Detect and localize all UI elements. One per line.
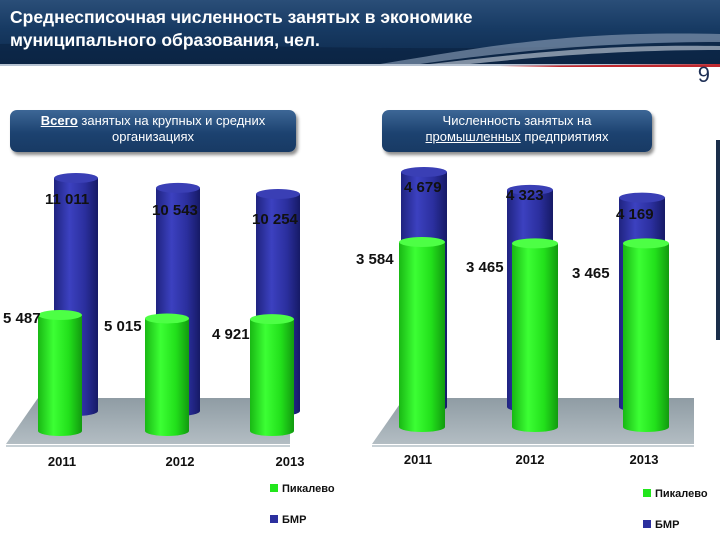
label-total-bold: Всего xyxy=(40,113,78,128)
chart-0-tick-2013: 2013 xyxy=(276,454,305,469)
chart-1-bar-pikalevo-2011-base xyxy=(399,422,445,432)
chart-0-legend-swatch-pikalevo xyxy=(270,484,278,492)
chart-0-bar-pikalevo-2012-cap xyxy=(145,313,189,324)
chart-1-bar-pikalevo-2012 xyxy=(512,238,558,432)
label-industrial-rest: предприятиях xyxy=(520,129,609,144)
right-edge-bar xyxy=(716,140,720,340)
panel-label-total: Всего занятых на крупных и средних орган… xyxy=(10,110,296,152)
chart-1-legend-pikalevo: Пикалево xyxy=(655,488,708,500)
chart-0-bar-pikalevo-2013-cap xyxy=(250,314,294,325)
chart-total-employment: 11 011 5 487 2011 10 543 5 015 2012 10 254 4 92… xyxy=(3,173,335,526)
chart-0-label-bmr-2013: 10 254 xyxy=(252,211,299,228)
chart-0-tick-2012: 2012 xyxy=(166,454,195,469)
chart-0-bar-bmr-2012-cap xyxy=(156,182,200,193)
chart-0-bar-pikalevo-2012-base xyxy=(145,426,189,436)
chart-1-label-pikalevo-2012: 3 465 xyxy=(466,259,504,276)
label-industrial-line1: Численность занятых на xyxy=(442,113,592,128)
chart-0-legend: Пикалево БМР xyxy=(270,483,335,526)
chart-0-legend-bmr: БМР xyxy=(282,514,306,526)
chart-industrial-employment: 4 679 3 584 2011 4 323 3 465 2012 4 169 3 465 20… xyxy=(356,167,708,531)
chart-0-bar-pikalevo-2013-body xyxy=(250,319,294,431)
chart-1-label-bmr-2013: 4 169 xyxy=(616,206,654,223)
chart-0-label-pikalevo-2011: 5 487 xyxy=(3,310,41,327)
chart-1-bar-pikalevo-2012-cap xyxy=(512,238,558,249)
chart-1-bar-pikalevo-2011 xyxy=(399,237,445,432)
chart-1-bar-pikalevo-2011-body xyxy=(399,242,445,427)
chart-0-label-bmr-2011: 11 011 xyxy=(45,191,89,208)
chart-1-legend-swatch-bmr xyxy=(643,520,651,528)
chart-0-bar-pikalevo-2012-body xyxy=(145,318,189,431)
chart-0-bar-pikalevo-2013-base xyxy=(250,426,294,436)
chart-0-bar-bmr-2011-cap xyxy=(54,173,98,183)
chart-1-label-bmr-2012: 4 323 xyxy=(506,187,544,204)
chart-1-bar-pikalevo-2013-base xyxy=(623,422,669,432)
chart-0-legend-pikalevo: Пикалево xyxy=(282,483,335,495)
chart-0-bar-pikalevo-2012 xyxy=(145,313,189,436)
chart-1-bar-pikalevo-2013 xyxy=(623,238,669,432)
chart-1-legend-swatch-pikalevo xyxy=(643,489,651,497)
chart-0-bar-pikalevo-2011-body xyxy=(38,315,82,431)
chart-0-label-pikalevo-2012: 5 015 xyxy=(104,318,142,335)
chart-0-bar-bmr-2013-cap xyxy=(256,189,300,200)
chart-1-label-pikalevo-2013: 3 465 xyxy=(572,265,610,282)
chart-1-tick-2012: 2012 xyxy=(516,452,545,467)
chart-0-label-pikalevo-2013: 4 921 xyxy=(212,326,250,343)
header-accent-line xyxy=(0,64,720,67)
chart-0-bar-pikalevo-2013 xyxy=(250,314,294,436)
page-title-line2: муниципального образования, чел. xyxy=(10,30,320,50)
chart-1-label-pikalevo-2011: 3 584 xyxy=(356,251,394,268)
chart-1-legend-bmr: БМР xyxy=(655,519,679,531)
label-total-line2: организациях xyxy=(111,129,195,144)
panel-label-industrial: Численность занятых на промышленных пред… xyxy=(382,110,652,152)
page-number: 9 xyxy=(697,62,710,87)
chart-1-tick-2013: 2013 xyxy=(630,452,659,467)
chart-1-bar-pikalevo-2013-cap xyxy=(623,238,669,249)
header-swoosh xyxy=(0,33,720,64)
chart-0-bar-pikalevo-2011-base xyxy=(38,426,82,436)
chart-1-legend: Пикалево БМР xyxy=(643,488,708,531)
chart-1-label-bmr-2011: 4 679 xyxy=(404,179,442,196)
chart-0-bar-pikalevo-2011 xyxy=(38,310,82,436)
header-bar: Среднесписочная численность занятых в эк… xyxy=(0,0,720,64)
chart-0-tick-2011: 2011 xyxy=(48,454,76,469)
chart-1-bar-bmr-2011-cap xyxy=(401,167,447,177)
page-title: Среднесписочная численность занятых в эк… xyxy=(10,6,472,52)
chart-1-bar-pikalevo-2012-body xyxy=(512,243,558,427)
chart-1-bar-bmr-2013-cap xyxy=(619,192,665,203)
chart-1-tick-2011: 2011 xyxy=(404,452,432,467)
label-industrial-underlined: промышленных xyxy=(425,129,521,144)
chart-1-bar-bmr-2012-cap xyxy=(507,184,553,195)
chart-1-bar-pikalevo-2013-body xyxy=(623,243,669,427)
chart-1-bar-pikalevo-2012-base xyxy=(512,422,558,432)
chart-0-legend-swatch-bmr xyxy=(270,515,278,523)
page-title-line1: Среднесписочная численность занятых в эк… xyxy=(10,7,473,27)
chart-0-bar-pikalevo-2011-cap xyxy=(38,310,82,320)
label-total-rest: занятых на крупных и средних xyxy=(77,113,266,128)
chart-1-bar-pikalevo-2011-cap xyxy=(399,237,445,247)
chart-0-label-bmr-2012: 10 543 xyxy=(152,202,198,219)
